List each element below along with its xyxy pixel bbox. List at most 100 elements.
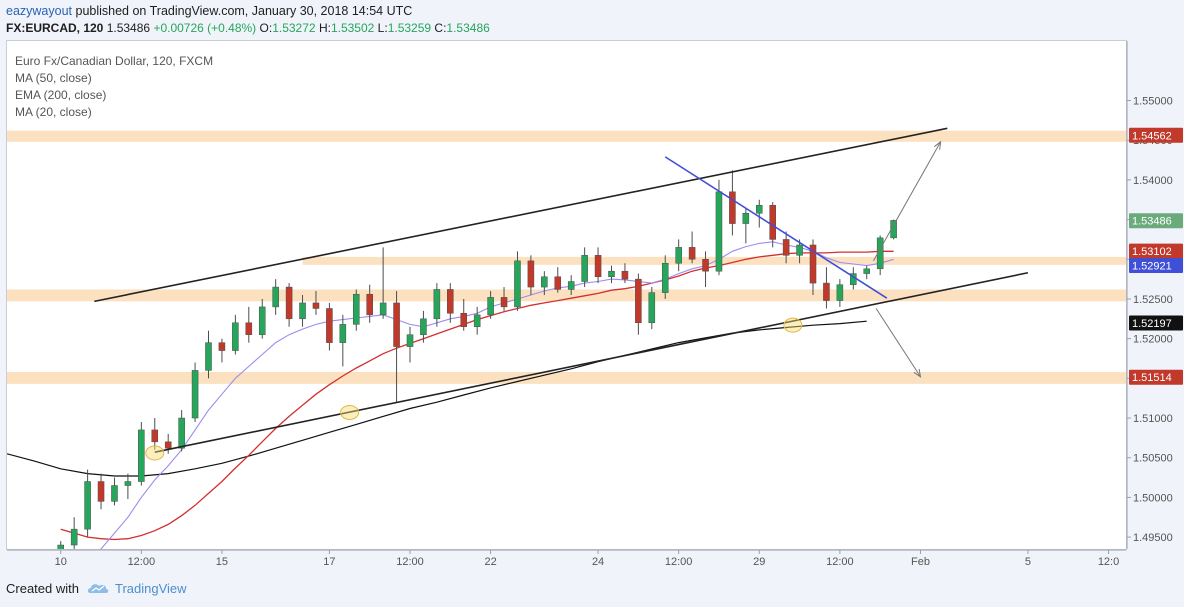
candle-body — [648, 292, 656, 324]
trendline-descending — [664, 156, 888, 299]
candle-body — [675, 247, 682, 264]
candle-body — [191, 370, 199, 419]
candle-body — [178, 417, 185, 449]
footer: Created with TradingView — [6, 581, 187, 596]
created-with-label: Created with — [6, 581, 79, 596]
candle-body — [514, 260, 521, 308]
candle-body — [205, 342, 212, 371]
price-tick-label: 1.54000 — [1133, 175, 1173, 187]
time-tick-label: 10 — [55, 556, 67, 568]
price-badge-label: 1.53102 — [1132, 246, 1172, 258]
time-tick-label: 12:00 — [396, 556, 424, 568]
candle-body — [500, 297, 508, 308]
candle-body — [661, 263, 669, 293]
tradingview-link[interactable]: TradingView — [114, 581, 187, 596]
candle-body — [473, 314, 481, 327]
candle-body — [863, 268, 871, 274]
time-tick-label: 15 — [216, 556, 228, 568]
candle-body — [567, 281, 575, 290]
candle-body — [823, 282, 830, 301]
candle-body — [258, 306, 266, 335]
candle-body — [581, 255, 588, 282]
low-value: 1.53259 — [387, 21, 432, 35]
time-tick-label: 12:00 — [826, 556, 854, 568]
candle-body — [138, 429, 145, 482]
candle-body — [312, 302, 320, 309]
arrow-head — [913, 368, 922, 378]
candle-body — [809, 244, 817, 284]
candle-body — [366, 293, 373, 316]
price-badge-label: 1.52921 — [1132, 261, 1172, 273]
sr-zone-1 — [302, 256, 1126, 265]
tradingview-cloud-icon — [87, 584, 109, 593]
candle-body — [621, 270, 629, 280]
candle-body — [245, 322, 253, 335]
projection-arrow — [875, 308, 921, 378]
candle-body — [554, 276, 562, 290]
candle-body — [326, 308, 333, 343]
candle-body — [97, 481, 105, 502]
candle-body — [715, 191, 723, 272]
trendline-channel-bottom — [154, 271, 1029, 453]
projection-arrow — [873, 141, 942, 262]
candle-body — [124, 481, 132, 486]
legend-ma50: MA (50, close) — [15, 71, 92, 85]
candle-body — [796, 244, 803, 256]
candle-body — [352, 293, 360, 325]
candle-body — [541, 276, 548, 288]
ohlc-line: FX:EURCAD, 120 1.53486 +0.00726 (+0.48%)… — [6, 21, 490, 35]
candle-body — [769, 205, 776, 240]
price-badge — [1129, 258, 1183, 274]
author-name[interactable]: eazywayout — [6, 4, 73, 18]
candle-body — [339, 324, 347, 343]
price-badge-label: 1.51514 — [1132, 372, 1172, 384]
time-tick-label: 12:0 — [1098, 556, 1119, 568]
plot-area — [7, 127, 1126, 549]
last-price: 1.53486 — [106, 21, 151, 35]
sr-zone-2 — [7, 289, 1126, 302]
symbol-label: FX:EURCAD, 120 — [6, 21, 104, 35]
trendline-channel-top — [94, 127, 948, 303]
time-tick-label: 22 — [484, 556, 496, 568]
ema200-line — [7, 320, 867, 477]
candle-body — [782, 239, 790, 256]
price-tick-label: 1.50000 — [1133, 492, 1173, 504]
price-tick-label: 1.52500 — [1133, 294, 1173, 306]
candle-body — [688, 247, 696, 260]
price-chart[interactable]: 1.550001.545001.540001.535001.530001.525… — [0, 0, 1184, 580]
touch-marker — [145, 445, 165, 461]
price-tick-label: 1.50500 — [1133, 453, 1173, 465]
legend-ma20: MA (20, close) — [15, 105, 92, 119]
legend-title: Euro Fx/Canadian Dollar, 120, FXCM — [15, 54, 214, 68]
candle-body — [299, 302, 306, 320]
sr-zone-0 — [7, 130, 1126, 142]
candle-body — [594, 255, 602, 277]
open-label: O: — [259, 21, 273, 35]
open-value: 1.53272 — [272, 21, 316, 35]
price-badge-label: 1.54562 — [1132, 130, 1172, 142]
candle-body — [702, 259, 709, 272]
candle-body — [285, 286, 293, 320]
candle-body — [111, 485, 118, 502]
candle-body — [379, 302, 387, 316]
candle-body — [393, 302, 400, 347]
price-tick-label: 1.55000 — [1133, 96, 1173, 108]
sr-zone-3 — [7, 371, 1126, 384]
candle-body — [890, 220, 897, 239]
close-label: C: — [434, 21, 447, 35]
time-tick-label: 5 — [1025, 556, 1031, 568]
candle-body — [729, 191, 736, 224]
price-tick-label: 1.52000 — [1133, 334, 1173, 346]
high-value: 1.53502 — [330, 21, 375, 35]
price-badge-label: 1.52197 — [1132, 318, 1172, 330]
candle-body — [608, 270, 615, 277]
close-value: 1.53486 — [446, 21, 490, 35]
legend-ema200: EMA (200, close) — [15, 88, 107, 102]
candle-body — [460, 313, 468, 328]
candle-body — [406, 334, 414, 347]
price-badge — [1129, 213, 1183, 229]
high-label: H: — [318, 21, 331, 35]
price-tick-label: 1.49500 — [1133, 532, 1173, 544]
time-tick-label: 12:00 — [128, 556, 156, 568]
